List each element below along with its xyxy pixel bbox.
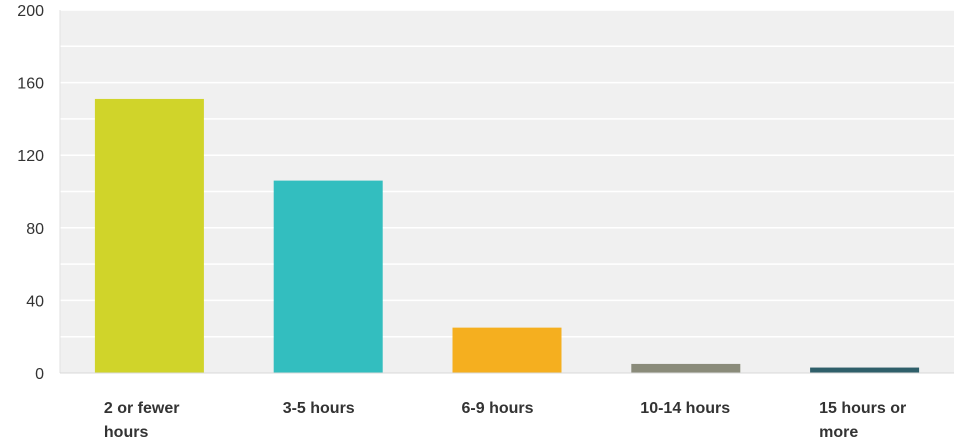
y-tick-label: 80 [26, 221, 44, 238]
x-tick-label: 10-14 hours [640, 400, 730, 417]
bar-1 [94, 98, 204, 373]
bars [94, 98, 920, 373]
y-tick-label: 120 [17, 148, 44, 165]
grid-lines [60, 9, 954, 338]
y-tick-label: 200 [17, 3, 44, 20]
y-tick-label: 40 [26, 293, 44, 310]
x-tick-label: 6-9 hours [462, 400, 534, 417]
bar-3 [452, 327, 562, 373]
x-tick-label: 3-5 hours [283, 400, 355, 417]
bar-2 [273, 180, 383, 373]
x-tick-label: 2 or fewer hours [104, 400, 180, 441]
bar-5 [810, 367, 920, 373]
y-tick-label: 160 [17, 76, 44, 93]
bar-4 [631, 363, 741, 373]
y-axis: 0 40 80 120 160 200 [17, 3, 61, 383]
y-tick-label: 0 [35, 366, 44, 383]
x-axis: 2 or fewer hours 3-5 hours 6-9 hours 10-14 h… [60, 372, 954, 441]
x-tick-label: 15 hours or more [819, 400, 906, 441]
